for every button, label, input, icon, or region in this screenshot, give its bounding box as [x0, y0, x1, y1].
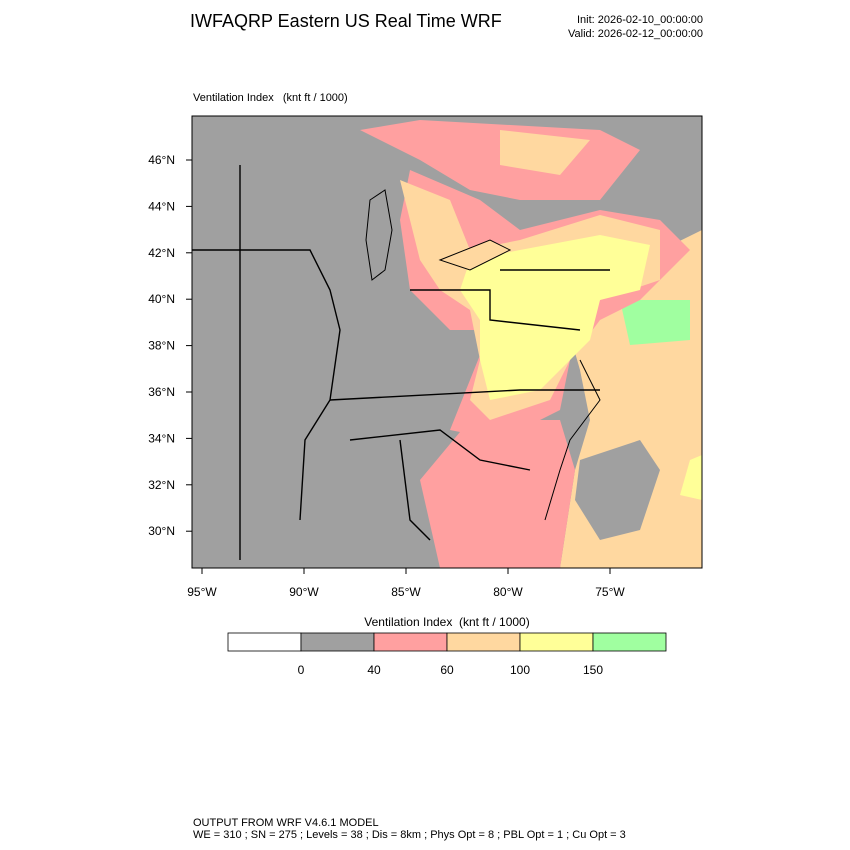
lon-label: 95°W	[187, 585, 217, 599]
lat-label: 46°N	[148, 153, 175, 167]
colorbar-box	[446, 632, 521, 652]
lon-label: 80°W	[493, 585, 523, 599]
colorbar-title: Ventilation Index (knt ft / 1000)	[364, 615, 529, 629]
colorbar-box	[373, 632, 448, 652]
lat-label: 42°N	[148, 246, 175, 260]
lat-label: 38°N	[148, 339, 175, 353]
colorbar: 0 40 60 100 150	[227, 632, 667, 677]
lat-label: 30°N	[148, 524, 175, 538]
colorbar-label: 100	[510, 663, 530, 677]
longitude-labels: 95°W 90°W 85°W 80°W 75°W	[187, 568, 625, 599]
valid-time: Valid: 2026-02-12_00:00:00	[568, 28, 703, 40]
lat-label: 36°N	[148, 385, 175, 399]
colorbar-label: 150	[583, 663, 603, 677]
title: IWFAQRP Eastern US Real Time WRF	[190, 11, 502, 31]
lat-label: 34°N	[148, 431, 175, 445]
init-time: Init: 2026-02-10_00:00:00	[577, 14, 703, 26]
colorbar-label: 40	[367, 663, 381, 677]
lon-label: 75°W	[595, 585, 625, 599]
map	[191, 115, 703, 569]
colorbar-box	[519, 632, 594, 652]
lat-label: 40°N	[148, 292, 175, 306]
footer-line: OUTPUT FROM WRF V4.6.1 MODEL	[193, 817, 379, 829]
colorbar-label: 60	[440, 663, 454, 677]
lat-label: 44°N	[148, 199, 175, 213]
footer-line: WE = 310 ; SN = 275 ; Levels = 38 ; Dis …	[193, 829, 626, 841]
colorbar-box	[300, 632, 375, 652]
lon-label: 90°W	[289, 585, 319, 599]
colorbar-box	[592, 632, 667, 652]
colorbar-box	[227, 632, 302, 652]
lat-label: 32°N	[148, 478, 175, 492]
latitude-labels: 46°N 44°N 42°N 40°N 38°N 36°N 34°N 32°N 30°N	[148, 153, 192, 538]
lon-label: 85°W	[391, 585, 421, 599]
map-label: Ventilation Index (knt ft / 1000)	[193, 92, 348, 104]
colorbar-label: 0	[298, 663, 305, 677]
